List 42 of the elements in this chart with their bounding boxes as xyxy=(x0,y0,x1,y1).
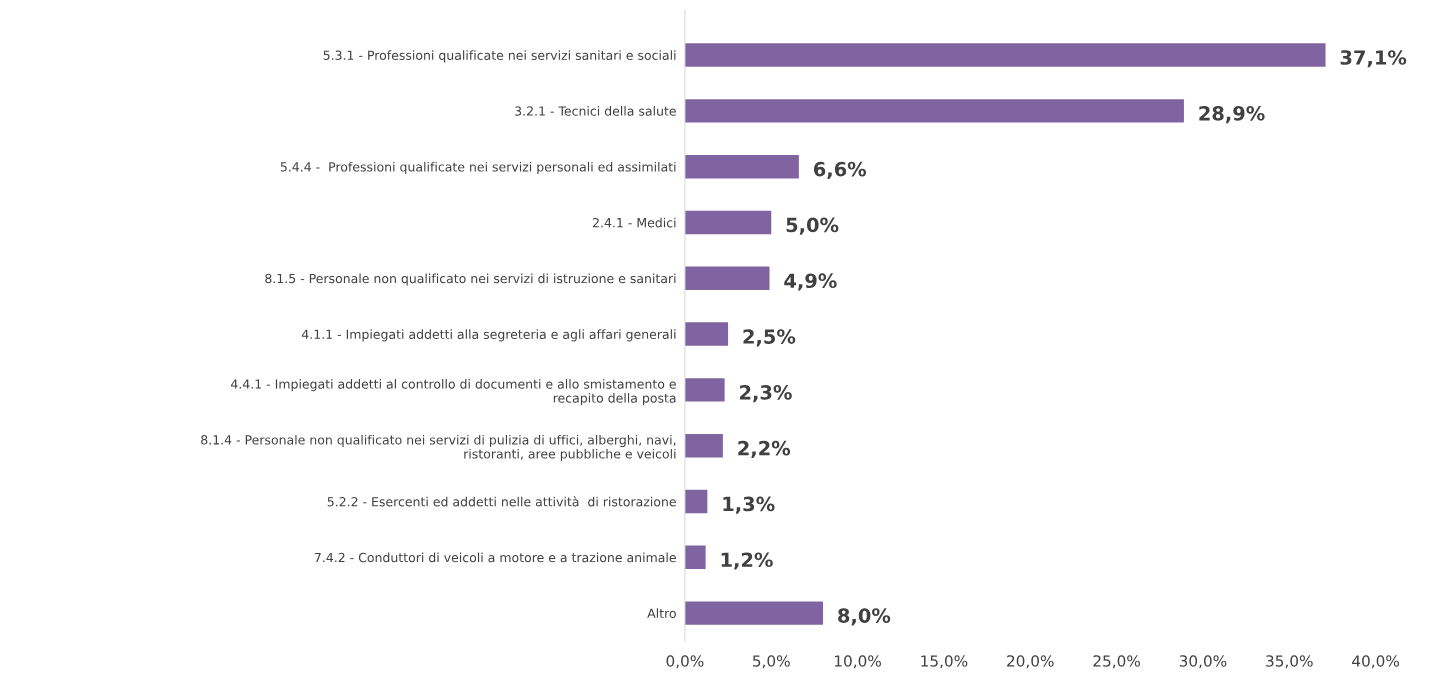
y-tick-label: 7.4.2 - Conduttori di veicoli a motore e a trazione animale xyxy=(314,552,676,563)
y-tick-label: 8.1.4 - Personale non qualificato nei servizi di pulizia di uffici, alberghi, navi, ristoranti, aree pubbliche e veicoli xyxy=(201,434,676,461)
y-tick-label: 5.3.1 - Professioni qualificate nei servizi sanitari e sociali xyxy=(323,50,676,63)
data-label: 1,3% xyxy=(723,496,775,514)
bar xyxy=(684,322,729,346)
bar xyxy=(684,154,799,179)
data-label: 37,1% xyxy=(1340,50,1407,68)
y-tick-label: 5.4.4 - Professioni qualificate nei servizi personali ed assimilati xyxy=(280,161,676,175)
data-label: 28,9% xyxy=(1199,105,1265,124)
x-tick-label: 30,0% xyxy=(1179,655,1227,669)
x-tick-label: 40,0% xyxy=(1352,655,1400,669)
y-tick-label: 2.4.1 - Medici xyxy=(593,217,676,228)
data-label: 2,3% xyxy=(740,384,792,403)
bar xyxy=(684,266,770,290)
y-tick-label: 4.4.1 - Impiegati addetti al controllo di documenti e allo smistamento e recapito della posta xyxy=(231,379,676,406)
bar xyxy=(684,433,723,458)
x-tick-label: 0,0% xyxy=(666,655,704,669)
bar xyxy=(684,378,725,402)
x-tick-label: 25,0% xyxy=(1093,655,1141,669)
y-tick-label: Altro xyxy=(647,608,676,619)
bar xyxy=(684,601,824,625)
x-tick-label: 35,0% xyxy=(1266,655,1313,669)
data-label: 6,6% xyxy=(813,161,867,179)
y-tick-label: 4.1.1 - Impiegati addetti alla segreteria e agli affari generali xyxy=(301,329,676,342)
data-label: 4,9% xyxy=(784,273,837,291)
data-label: 1,2% xyxy=(721,552,773,570)
bar xyxy=(684,43,1326,67)
bar xyxy=(684,489,708,514)
x-tick-label: 15,0% xyxy=(921,655,968,669)
bar xyxy=(684,99,1184,123)
y-tick-label: 5.2.2 - Esercenti ed addetti nelle attività di ristorazione xyxy=(327,496,676,507)
data-label: 5,0% xyxy=(786,217,839,235)
x-tick-label: 5,0% xyxy=(753,655,790,669)
x-tick-label: 20,0% xyxy=(1007,655,1054,669)
data-label: 8,0% xyxy=(838,608,891,626)
data-label: 2,2% xyxy=(738,440,791,458)
y-tick-label: 3.2.1 - Tecnici della salute xyxy=(515,106,676,116)
bar xyxy=(684,545,706,570)
data-label: 2,5% xyxy=(743,329,796,347)
bar xyxy=(684,210,772,235)
y-tick-label: 8.1.5 - Personale non qualificato nei servizi di istruzione e sanitari xyxy=(265,273,676,286)
x-tick-label: 10,0% xyxy=(834,655,881,669)
